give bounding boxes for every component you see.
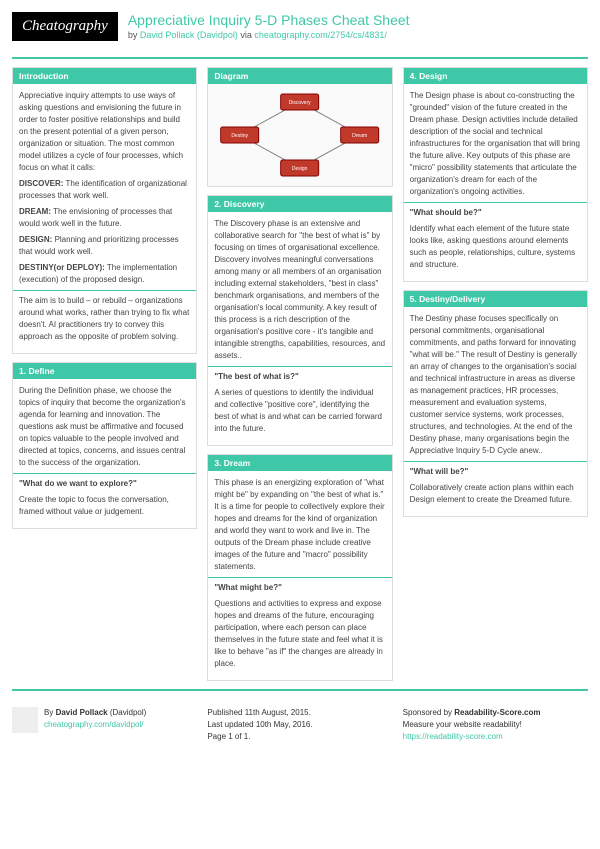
card-head: Introduction xyxy=(13,68,196,84)
label-dream: DREAM: xyxy=(19,207,51,216)
byline: by David Pollack (Davidpol) via cheatogr… xyxy=(128,30,588,40)
card-define: 1. Define During the Definition phase, w… xyxy=(12,362,197,529)
card-body: The Design phase is about co-constructin… xyxy=(404,84,587,281)
footer-sponsor-text: Measure your website readability! xyxy=(403,720,522,729)
column-3: 4. Design The Design phase is about co-c… xyxy=(403,67,588,681)
page: Cheatography Appreciative Inquiry 5-D Ph… xyxy=(0,0,600,755)
label-destiny: DESTINY(or DEPLOY): xyxy=(19,263,105,272)
card-head: 2. Discovery xyxy=(208,196,391,212)
svg-text:Dream: Dream xyxy=(352,133,367,139)
card-head: 1. Define xyxy=(13,363,196,379)
card-body: Appreciative inquiry attempts to use way… xyxy=(13,84,196,353)
card-head: 4. Design xyxy=(404,68,587,84)
card-destiny: 5. Destiny/Delivery The Destiny phase fo… xyxy=(403,290,588,517)
dream-text-2: Questions and activities to express and … xyxy=(214,598,385,670)
destiny-text: The Destiny phase focuses specifically o… xyxy=(410,313,581,457)
card-diagram: Diagram Discovery Dream Design Destiny xyxy=(207,67,392,187)
svg-text:Destiny: Destiny xyxy=(232,133,249,139)
label-discover: DISCOVER: xyxy=(19,179,63,188)
card-introduction: Introduction Appreciative inquiry attemp… xyxy=(12,67,197,354)
sub-divider xyxy=(404,461,587,462)
destiny-quote: "What will be?" xyxy=(410,466,581,478)
by-text: by xyxy=(128,30,140,40)
footer-author: David Pollack xyxy=(56,708,108,717)
diagram-svg: Discovery Dream Design Destiny xyxy=(214,90,385,180)
footer-sponsor-name: Readability-Score.com xyxy=(454,708,540,717)
card-head: 3. Dream xyxy=(208,455,391,471)
dream-quote: "What might be?" xyxy=(214,582,385,594)
columns: Introduction Appreciative inquiry attemp… xyxy=(12,67,588,681)
footer-sponsor-link[interactable]: https://readability-score.com xyxy=(403,732,503,741)
header: Cheatography Appreciative Inquiry 5-D Ph… xyxy=(12,12,588,49)
card-dream: 3. Dream This phase is an energizing exp… xyxy=(207,454,392,681)
discovery-text-2: A series of questions to identify the in… xyxy=(214,387,385,435)
footer: By David Pollack (Davidpol) cheatography… xyxy=(12,699,588,743)
card-discovery: 2. Discovery The Discovery phase is an e… xyxy=(207,195,392,446)
column-1: Introduction Appreciative inquiry attemp… xyxy=(12,67,197,681)
site-logo: Cheatography xyxy=(12,12,118,41)
sub-divider xyxy=(208,366,391,367)
footer-col-meta: Published 11th August, 2015. Last update… xyxy=(207,707,392,743)
footer-page: Page 1 of 1. xyxy=(207,732,250,741)
via-text: via xyxy=(240,30,254,40)
sub-divider xyxy=(13,290,196,291)
card-body: This phase is an energizing exploration … xyxy=(208,471,391,680)
card-body: The Discovery phase is an extensive and … xyxy=(208,212,391,445)
card-head: 5. Destiny/Delivery xyxy=(404,291,587,307)
footer-by: By xyxy=(44,708,56,717)
footer-sponsored: Sponsored by xyxy=(403,708,455,717)
title-area: Appreciative Inquiry 5-D Phases Cheat Sh… xyxy=(128,12,588,40)
sub-divider xyxy=(208,577,391,578)
destiny-text-2: Collaboratively create action plans with… xyxy=(410,482,581,506)
design-text: The Design phase is about co-constructin… xyxy=(410,90,581,198)
intro-text: Appreciative inquiry attempts to use way… xyxy=(19,90,190,174)
footer-col-sponsor: Sponsored by Readability-Score.com Measu… xyxy=(403,707,588,743)
source-link[interactable]: cheatography.com/2754/cs/4831/ xyxy=(254,30,386,40)
sub-divider xyxy=(13,473,196,474)
diagram-body: Discovery Dream Design Destiny xyxy=(208,84,391,186)
define-quote: "What do we want to explore?" xyxy=(19,478,190,490)
discovery-text: The Discovery phase is an extensive and … xyxy=(214,218,385,362)
discovery-quote: "The best of what is?" xyxy=(214,371,385,383)
design-text-2: Identify what each element of the future… xyxy=(410,223,581,271)
intro-text-2: The aim is to build – or rebuild – organ… xyxy=(19,295,190,343)
card-head: Diagram xyxy=(208,68,391,84)
design-quote: "What should be?" xyxy=(410,207,581,219)
footer-col-author: By David Pollack (Davidpol) cheatography… xyxy=(12,707,197,743)
label-design: DESIGN: xyxy=(19,235,52,244)
svg-text:Discovery: Discovery xyxy=(289,100,311,106)
footer-author-link[interactable]: cheatography.com/davidpol/ xyxy=(44,720,143,729)
footer-handle: (Davidpol) xyxy=(110,708,146,717)
sub-divider xyxy=(404,202,587,203)
define-text-2: Create the topic to focus the conversati… xyxy=(19,494,190,518)
divider xyxy=(12,57,588,59)
divider xyxy=(12,689,588,691)
dream-text: This phase is an energizing exploration … xyxy=(214,477,385,573)
author-link[interactable]: David Pollack (Davidpol) xyxy=(140,30,238,40)
card-body: The Destiny phase focuses specifically o… xyxy=(404,307,587,516)
column-2: Diagram Discovery Dream Design Destiny 2. D… xyxy=(207,67,392,681)
card-design: 4. Design The Design phase is about co-c… xyxy=(403,67,588,282)
footer-published: Published 11th August, 2015. xyxy=(207,708,311,717)
define-text: During the Definition phase, we choose t… xyxy=(19,385,190,469)
svg-text:Design: Design xyxy=(292,166,308,172)
page-title: Appreciative Inquiry 5-D Phases Cheat Sh… xyxy=(128,12,588,28)
avatar-icon xyxy=(12,707,38,733)
footer-updated: Last updated 10th May, 2016. xyxy=(207,720,312,729)
card-body: During the Definition phase, we choose t… xyxy=(13,379,196,528)
